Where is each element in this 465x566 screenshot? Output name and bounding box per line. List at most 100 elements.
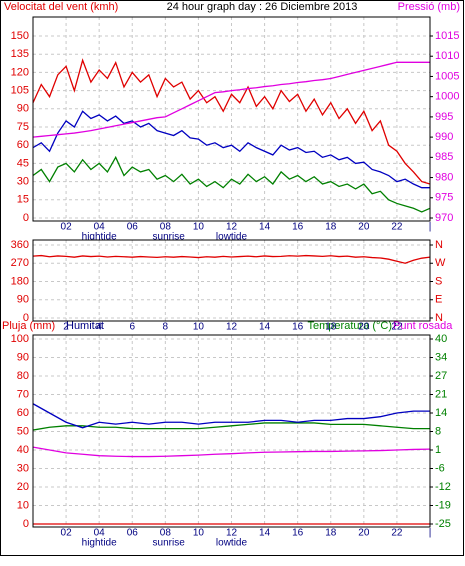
y-tick-label: 30 bbox=[17, 176, 29, 188]
annotation: lowtide bbox=[216, 232, 248, 243]
y2-tick-label: 975 bbox=[435, 192, 453, 204]
series-line bbox=[32, 446, 431, 458]
plot-frame bbox=[32, 334, 431, 528]
y-tick-label: 10 bbox=[17, 499, 29, 511]
y2-tick-label: 1 bbox=[435, 444, 441, 456]
y-tick-label: 90 bbox=[17, 103, 29, 115]
x-tick-label: 12 bbox=[226, 322, 238, 333]
x-tick-label: 22 bbox=[391, 528, 403, 539]
y2-tick-label: -25 bbox=[435, 518, 451, 530]
y-tick-label: 100 bbox=[11, 333, 29, 345]
x-tick-label: 14 bbox=[259, 528, 271, 539]
y2-tick-label: 990 bbox=[435, 131, 453, 143]
y-tick-label: 40 bbox=[17, 444, 29, 456]
y2-tick-label: 1005 bbox=[435, 70, 459, 82]
x-tick-label: 4 bbox=[96, 322, 102, 333]
x-tick-label: 18 bbox=[325, 222, 337, 233]
y2-tick-label: -6 bbox=[435, 462, 445, 474]
y-tick-label: 15 bbox=[17, 194, 29, 206]
x-tick-label: 18 bbox=[325, 528, 337, 539]
series-line bbox=[32, 155, 431, 213]
x-tick-label: 12 bbox=[226, 222, 238, 233]
x-tick-label: 02 bbox=[61, 222, 73, 233]
x-tick-label: 18 bbox=[325, 322, 337, 333]
y-tick-label: 45 bbox=[17, 157, 29, 169]
y-tick-label: 135 bbox=[11, 48, 29, 60]
y2-tick-label: 980 bbox=[435, 171, 453, 183]
series-line bbox=[32, 110, 430, 189]
series-line bbox=[32, 403, 430, 429]
y-tick-label: 270 bbox=[11, 257, 29, 269]
x-tick-label: 16 bbox=[292, 222, 304, 233]
x-tick-label: 20 bbox=[358, 222, 370, 233]
x-tick-label: 04 bbox=[94, 528, 106, 539]
y-tick-label: 90 bbox=[17, 351, 29, 363]
series-line bbox=[32, 58, 431, 185]
pressure-axis-title: Pressió (mb) bbox=[398, 1, 460, 13]
x-tick-label: 22 bbox=[391, 222, 403, 233]
x-tick-label: 16 bbox=[292, 528, 304, 539]
y2-tick-label: 27 bbox=[435, 370, 447, 382]
y2-tick-label: -19 bbox=[435, 499, 451, 511]
x-tick-label: 06 bbox=[127, 222, 139, 233]
y2-tick-label: 1015 bbox=[435, 30, 459, 42]
annotation: hightide bbox=[82, 232, 117, 243]
y2-tick-label: 985 bbox=[435, 151, 453, 163]
x-tick-label: 20 bbox=[358, 528, 370, 539]
x-tick-label: 10 bbox=[193, 222, 205, 233]
x-tick-label: 20 bbox=[358, 322, 370, 333]
x-tick-label: 22 bbox=[391, 322, 403, 333]
y-tick-label: 80 bbox=[17, 370, 29, 382]
y2-tick-label: 40 bbox=[435, 333, 447, 345]
y-tick-label: 50 bbox=[17, 425, 29, 437]
x-tick-label: 14 bbox=[259, 322, 271, 333]
plot-frame bbox=[32, 239, 431, 322]
x-tick-label: | bbox=[429, 222, 432, 233]
x-tick-label: 14 bbox=[259, 222, 271, 233]
y2-tick-label: 14 bbox=[435, 407, 447, 419]
y2-tick-label: 970 bbox=[435, 212, 453, 224]
y-tick-label: 60 bbox=[17, 139, 29, 151]
x-tick-label: 04 bbox=[94, 222, 106, 233]
y2-tick-label: 1010 bbox=[435, 50, 459, 62]
y2-tick-label: N bbox=[435, 312, 443, 324]
x-tick-label: 12 bbox=[226, 528, 238, 539]
x-tick-label: 08 bbox=[160, 528, 172, 539]
series-line bbox=[32, 422, 430, 431]
y2-tick-label: 1000 bbox=[435, 91, 459, 103]
y-tick-label: 60 bbox=[17, 407, 29, 419]
x-tick-label: 6 bbox=[129, 322, 135, 333]
y-tick-label: 150 bbox=[11, 30, 29, 42]
wind-axis-title: Velocitat del vent (kmh) bbox=[4, 1, 118, 13]
dewpoint-label: Punt rosada bbox=[393, 320, 453, 332]
y2-tick-label: E bbox=[435, 294, 442, 306]
y2-tick-label: 8 bbox=[435, 425, 441, 437]
y-tick-label: 90 bbox=[17, 294, 29, 306]
x-tick-label: | bbox=[429, 528, 432, 539]
x-tick-label: 10 bbox=[193, 528, 205, 539]
y-tick-label: 360 bbox=[11, 239, 29, 251]
y-tick-label: 0 bbox=[23, 518, 29, 530]
annotation: hightide bbox=[82, 538, 117, 549]
chart-title: 24 hour graph day : 26 Diciembre 2013 bbox=[167, 1, 358, 13]
y2-tick-label: 995 bbox=[435, 111, 453, 123]
y-tick-label: 30 bbox=[17, 462, 29, 474]
y-tick-label: 180 bbox=[11, 275, 29, 287]
y2-tick-label: -12 bbox=[435, 481, 451, 493]
y-tick-label: 70 bbox=[17, 388, 29, 400]
x-tick-label: 06 bbox=[127, 528, 139, 539]
y2-tick-label: S bbox=[435, 275, 442, 287]
y-tick-label: 20 bbox=[17, 481, 29, 493]
y2-tick-label: N bbox=[435, 239, 443, 251]
x-tick-label: 2 bbox=[63, 322, 69, 333]
y-tick-label: 0 bbox=[23, 212, 29, 224]
y-tick-label: 105 bbox=[11, 85, 29, 97]
annotation: lowtide bbox=[216, 538, 248, 549]
y-tick-label: 75 bbox=[17, 121, 29, 133]
temperature-label: Temperatura (°C) bbox=[308, 320, 392, 332]
humidity-label: Humitat bbox=[66, 320, 104, 332]
x-tick-label: 8 bbox=[163, 322, 169, 333]
x-tick-label: 02 bbox=[61, 528, 73, 539]
